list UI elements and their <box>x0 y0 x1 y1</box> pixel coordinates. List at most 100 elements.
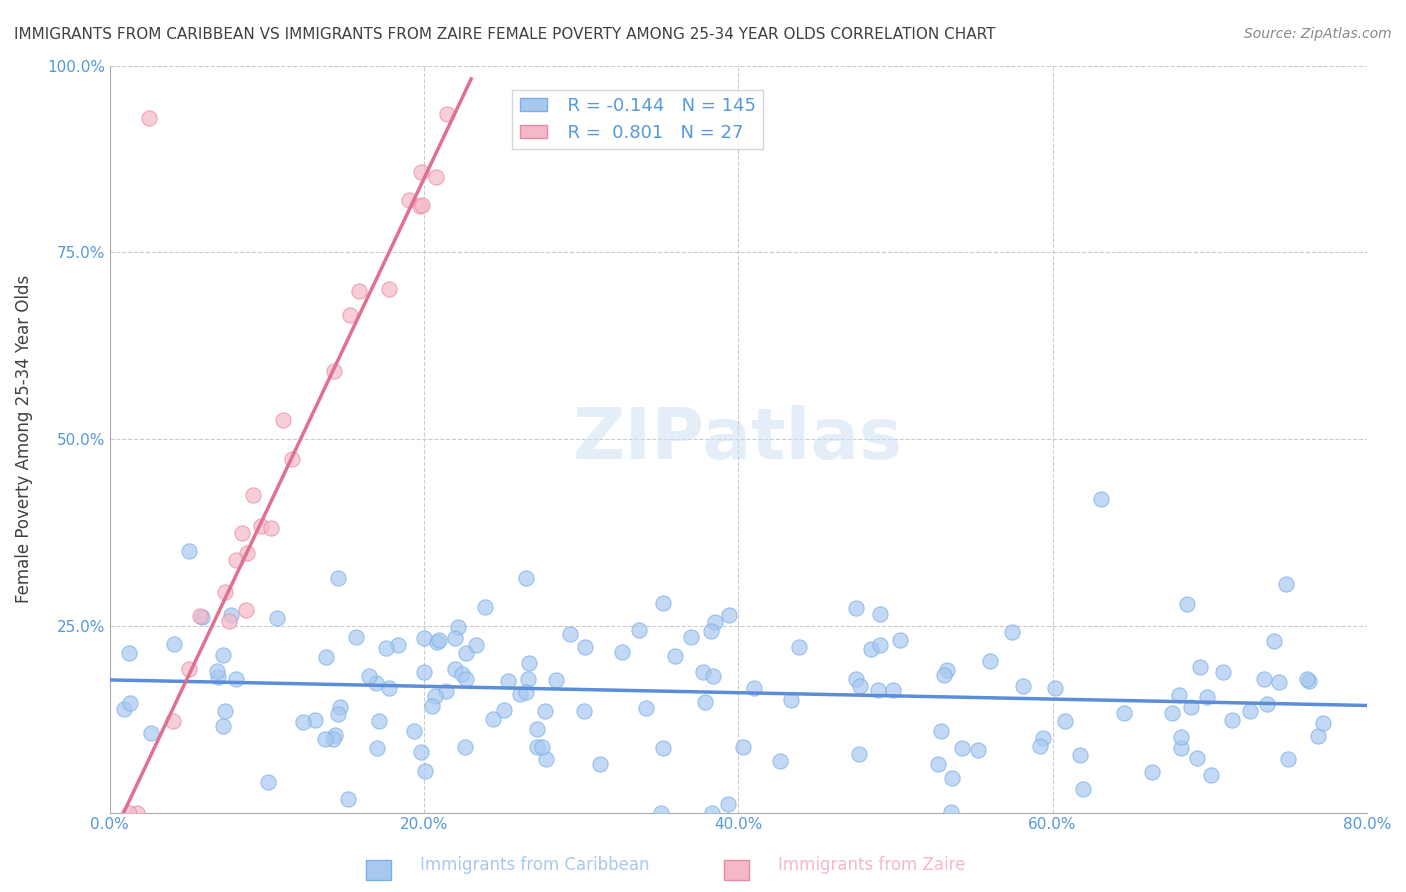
Point <box>1220 713 1243 727</box>
Point <box>1069 747 1091 762</box>
Point <box>357 669 380 683</box>
Point <box>517 656 540 670</box>
Point <box>271 413 294 427</box>
Point <box>434 684 457 698</box>
Point <box>492 702 515 716</box>
Point <box>1253 673 1275 687</box>
Point <box>1161 706 1184 720</box>
Point <box>344 630 367 644</box>
Point <box>1170 741 1192 756</box>
Point <box>304 713 326 727</box>
Point <box>845 601 868 615</box>
Point <box>1298 674 1320 689</box>
Point <box>848 679 870 693</box>
Point <box>378 681 401 695</box>
Point <box>950 741 973 756</box>
Point <box>291 715 314 730</box>
Point <box>1199 768 1222 782</box>
Point <box>214 585 236 599</box>
Point <box>869 638 891 652</box>
Point <box>347 285 370 299</box>
Point <box>364 676 387 690</box>
Point <box>315 649 337 664</box>
Point <box>412 665 434 679</box>
Point <box>882 682 904 697</box>
Point <box>1043 681 1066 695</box>
Point <box>214 704 236 718</box>
Point <box>526 740 548 755</box>
Point <box>848 747 870 761</box>
Point <box>1180 699 1202 714</box>
Point <box>377 282 399 296</box>
Point <box>212 648 235 662</box>
Point <box>162 714 184 728</box>
Point <box>218 614 240 628</box>
Point <box>1054 714 1077 728</box>
Point <box>1112 706 1135 720</box>
Point <box>112 702 135 716</box>
Point <box>651 596 673 610</box>
Point <box>231 525 253 540</box>
Point <box>259 521 281 535</box>
Text: ZIPatlas: ZIPatlas <box>574 405 903 474</box>
Point <box>280 451 302 466</box>
Point <box>408 199 430 213</box>
Point <box>225 673 247 687</box>
Point <box>436 106 458 120</box>
Point <box>1029 739 1052 753</box>
Point <box>703 615 725 630</box>
Point <box>1268 674 1291 689</box>
Point <box>387 639 409 653</box>
Point <box>339 308 361 322</box>
Point <box>464 639 486 653</box>
Point <box>868 682 890 697</box>
Point <box>927 756 949 771</box>
Point <box>1312 715 1334 730</box>
Point <box>650 805 672 820</box>
Point <box>498 673 520 688</box>
Point <box>589 756 612 771</box>
Point <box>1032 731 1054 745</box>
Point <box>326 707 349 722</box>
Point <box>427 633 450 648</box>
Point <box>256 775 278 789</box>
Point <box>1185 751 1208 765</box>
Point <box>412 631 434 645</box>
Point <box>411 198 433 212</box>
Point <box>1212 665 1234 679</box>
Point <box>179 662 201 676</box>
Point <box>235 603 257 617</box>
Point <box>681 630 703 644</box>
Point <box>664 648 686 663</box>
Point <box>574 640 596 655</box>
Point <box>411 745 433 759</box>
Point <box>402 723 425 738</box>
Point <box>250 519 273 533</box>
Point <box>328 572 350 586</box>
Point <box>125 805 148 820</box>
Point <box>967 743 990 757</box>
Point <box>426 635 449 649</box>
Point <box>456 672 478 686</box>
Point <box>444 631 467 645</box>
Point <box>163 637 186 651</box>
Point <box>236 546 259 560</box>
Point <box>322 364 344 378</box>
Point <box>323 728 346 742</box>
Text: IMMIGRANTS FROM CARIBBEAN VS IMMIGRANTS FROM ZAIRE FEMALE POVERTY AMONG 25-34 YE: IMMIGRANTS FROM CARIBBEAN VS IMMIGRANTS … <box>14 27 995 42</box>
Point <box>444 662 467 676</box>
Point <box>207 664 229 678</box>
Point <box>1175 598 1198 612</box>
Point <box>515 685 537 699</box>
Point <box>1197 690 1219 705</box>
Point <box>717 797 740 811</box>
Point <box>188 609 211 624</box>
Point <box>869 607 891 621</box>
Point <box>1306 729 1329 743</box>
Point <box>1239 705 1261 719</box>
Point <box>700 805 723 820</box>
Point <box>179 544 201 558</box>
Point <box>700 624 723 638</box>
Point <box>422 698 444 713</box>
Point <box>1256 697 1278 711</box>
